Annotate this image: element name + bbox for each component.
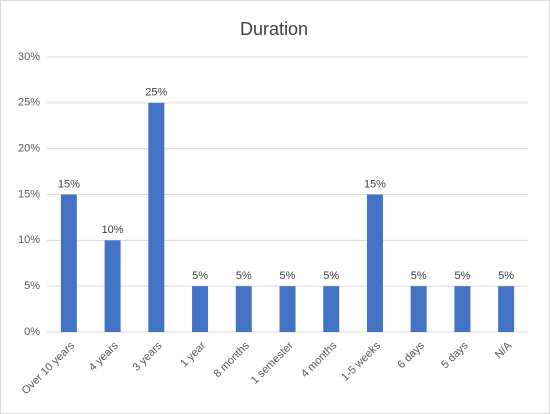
value-label: 15%: [364, 178, 386, 190]
bar: [410, 286, 427, 332]
bar: [192, 286, 209, 332]
bar: [279, 286, 296, 332]
bar: [235, 286, 252, 332]
bar: [323, 286, 340, 332]
value-label: 15%: [58, 178, 80, 190]
y-tick-label: 20%: [18, 143, 40, 155]
value-label: 5%: [498, 270, 514, 282]
y-tick-label: 15%: [18, 188, 40, 200]
chart-title: Duration: [240, 19, 308, 39]
bar: [454, 286, 471, 332]
value-label: 5%: [411, 270, 427, 282]
value-label: 5%: [192, 270, 208, 282]
value-label: 5%: [454, 270, 470, 282]
value-label: 5%: [323, 270, 339, 282]
bar: [366, 194, 383, 332]
bar: [148, 102, 165, 332]
y-tick-label: 25%: [18, 97, 40, 109]
value-label: 10%: [102, 224, 124, 236]
y-tick-label: 5%: [24, 280, 40, 292]
y-tick-label: 0%: [24, 326, 40, 338]
bar: [104, 240, 121, 332]
value-label: 5%: [236, 270, 252, 282]
y-tick-label: 30%: [18, 51, 40, 63]
bar: [498, 286, 515, 332]
bar: [60, 194, 77, 332]
y-tick-label: 10%: [18, 234, 40, 246]
value-label: 25%: [145, 87, 167, 99]
value-label: 5%: [280, 270, 296, 282]
